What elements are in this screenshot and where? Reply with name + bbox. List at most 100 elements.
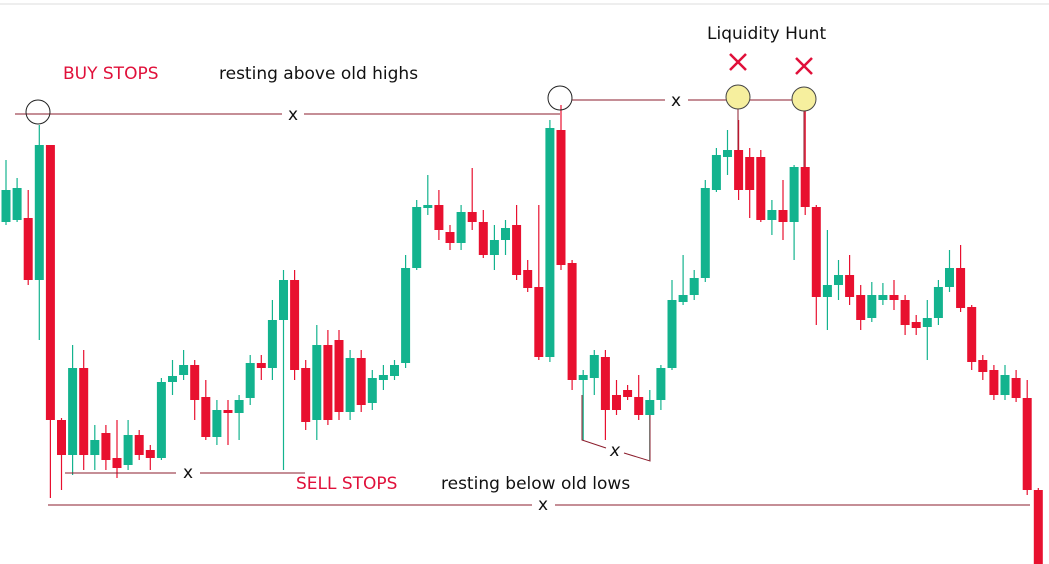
candle-body xyxy=(967,307,977,362)
high-circle xyxy=(25,99,51,125)
annotations: BUY STOPS resting above old highs Liquid… xyxy=(15,24,1030,515)
candle-body xyxy=(711,155,721,190)
candle-body xyxy=(179,365,189,375)
candle-body xyxy=(745,157,755,190)
candle-body xyxy=(978,360,988,372)
candle-body xyxy=(456,212,466,243)
hunt-circle xyxy=(791,86,817,112)
candle-body xyxy=(811,207,821,297)
candle-body xyxy=(223,410,233,413)
candle-body xyxy=(234,400,244,413)
x-mark: x xyxy=(288,105,298,125)
candle-body xyxy=(956,268,966,308)
candle-body xyxy=(800,167,810,207)
candle-body xyxy=(945,268,954,287)
candle-body xyxy=(723,150,732,157)
candle-body xyxy=(256,363,266,368)
candle-body xyxy=(867,295,877,318)
candle-body xyxy=(390,365,399,376)
candle-body xyxy=(434,205,444,230)
candle-body xyxy=(523,270,533,288)
candle-body xyxy=(1,190,11,222)
candle-body xyxy=(245,363,255,398)
candle-body xyxy=(345,358,355,412)
candle-body xyxy=(878,295,888,300)
buy-note: resting above old highs xyxy=(219,64,418,84)
bracket xyxy=(581,395,651,462)
candle-body xyxy=(57,420,66,455)
candle-body xyxy=(822,285,832,297)
candle-body xyxy=(201,397,211,437)
candle-body xyxy=(656,368,666,400)
candle-body xyxy=(501,228,510,240)
cross-mark xyxy=(729,53,747,71)
candle-body xyxy=(1000,375,1010,395)
candle-body xyxy=(534,287,544,357)
candle-body xyxy=(567,263,577,380)
candle-body xyxy=(578,375,588,380)
high-circle xyxy=(547,85,573,111)
candle-body xyxy=(678,295,688,302)
candle-body xyxy=(45,145,55,420)
candle-body xyxy=(634,397,644,415)
candle-body xyxy=(778,210,788,222)
candle-body xyxy=(134,435,144,455)
candle-body xyxy=(612,395,621,410)
candle-body xyxy=(112,458,122,468)
buy-stops: BUY STOPS xyxy=(63,64,159,84)
candle-body xyxy=(290,280,300,370)
candle-body xyxy=(623,390,633,397)
hunt-circle xyxy=(725,84,751,110)
candle-body xyxy=(889,295,899,300)
candle-body xyxy=(445,232,455,243)
candle-body xyxy=(190,365,200,400)
candle-body xyxy=(312,345,322,420)
candle-body xyxy=(911,322,921,328)
candle-body xyxy=(789,167,799,222)
candle-body xyxy=(34,145,44,280)
candle-body xyxy=(689,278,699,295)
candle-body xyxy=(856,295,866,320)
candle-body xyxy=(834,275,843,285)
cross-mark xyxy=(795,57,813,75)
x-mark: x xyxy=(671,91,681,111)
candle-body xyxy=(90,440,100,455)
candle-body xyxy=(212,410,222,437)
candle-body xyxy=(123,435,133,465)
candle-body xyxy=(1011,378,1021,398)
candle-body xyxy=(1022,398,1032,490)
x-mark: x xyxy=(609,441,621,461)
sell-stops: SELL STOPS xyxy=(296,474,397,494)
x-mark: x xyxy=(538,495,548,515)
candle-body xyxy=(423,205,433,208)
candle-body xyxy=(356,358,366,405)
candle-body xyxy=(900,300,910,325)
x-mark: x xyxy=(183,463,193,483)
candle-body xyxy=(467,212,477,222)
hunt-label: Liquidity Hunt xyxy=(707,24,826,44)
candle-body xyxy=(401,268,411,363)
candle-body xyxy=(489,240,499,255)
candle-body xyxy=(279,280,288,320)
candle-body xyxy=(645,400,655,415)
candle-body xyxy=(989,370,999,395)
candle-body xyxy=(301,368,311,422)
candle-body xyxy=(667,300,677,368)
candle-body xyxy=(545,128,555,357)
candle-body xyxy=(168,376,177,382)
candle-body xyxy=(323,345,333,420)
candle-body xyxy=(845,275,855,297)
candle-body xyxy=(478,222,488,255)
candle-body xyxy=(767,210,777,220)
candle-body xyxy=(378,375,388,380)
candle-body xyxy=(367,378,377,403)
candle-body xyxy=(922,318,932,327)
candle-body xyxy=(556,130,566,265)
candle-body xyxy=(700,188,710,278)
candle-body xyxy=(412,207,422,268)
candle-body xyxy=(512,225,522,275)
candle-body xyxy=(756,157,766,220)
candle-body xyxy=(334,340,344,412)
candle-body xyxy=(600,357,610,410)
